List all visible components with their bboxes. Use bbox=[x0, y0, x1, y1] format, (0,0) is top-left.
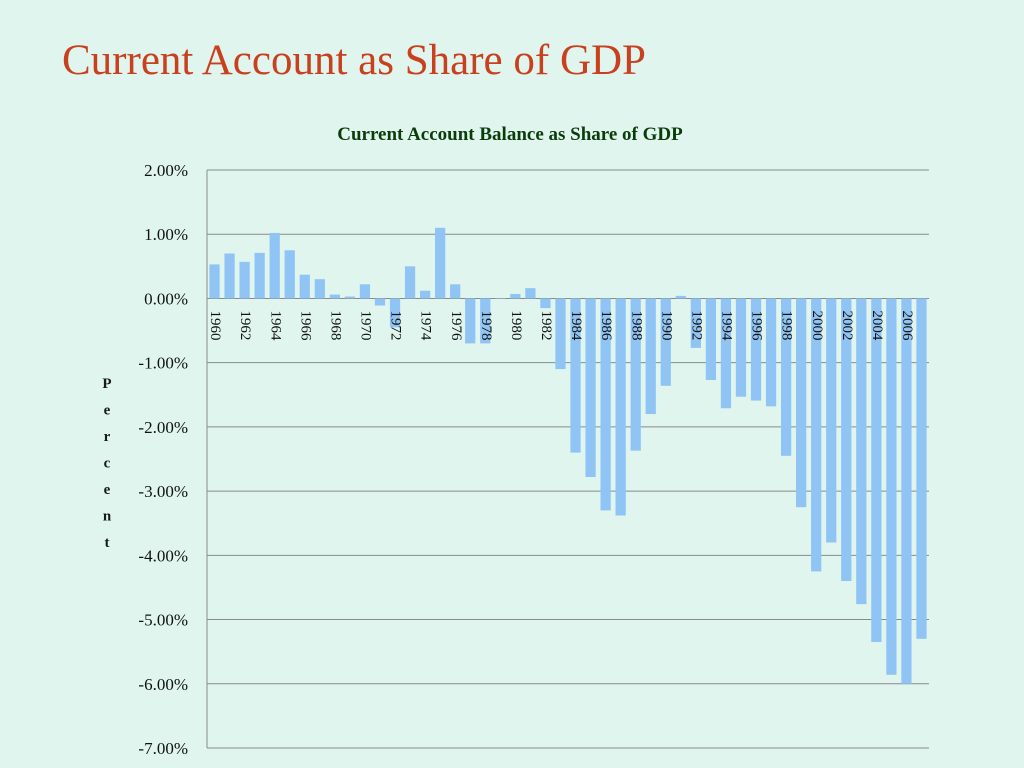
bar-1965 bbox=[284, 250, 295, 299]
x-tick-label: 1978 bbox=[478, 310, 494, 340]
bar-1981 bbox=[525, 288, 536, 299]
x-axis-tick-labels: 1960 1962 1964 1966 1968 1970 1972 1974 1976 1978… bbox=[207, 310, 915, 341]
gridlines bbox=[206, 169, 929, 749]
bar-1967 bbox=[314, 279, 325, 299]
x-tick-label: 1976 bbox=[448, 310, 464, 341]
x-tick-label: 1992 bbox=[688, 310, 704, 340]
bar-1975 bbox=[435, 227, 446, 299]
bar-2007 bbox=[916, 298, 927, 639]
bar-1976 bbox=[450, 284, 461, 299]
bar-1996 bbox=[750, 298, 762, 401]
bar-1982 bbox=[540, 298, 551, 309]
bar-2003 bbox=[856, 298, 867, 605]
y-axis-label-letter: c bbox=[104, 456, 111, 472]
bar-1966 bbox=[299, 274, 310, 299]
x-tick-label: 1982 bbox=[538, 310, 554, 340]
bar-1974 bbox=[419, 290, 431, 299]
slide-title: Current Account as Share of GDP bbox=[62, 37, 646, 84]
y-tick-label: 0.00% bbox=[144, 289, 188, 308]
bar-1977 bbox=[465, 298, 476, 344]
x-tick-label: 1994 bbox=[719, 310, 735, 341]
x-tick-label: 1960 bbox=[207, 310, 223, 340]
y-axis-label-letter: t bbox=[105, 535, 110, 551]
bar-1968 bbox=[329, 294, 340, 299]
chart-title: Current Account Balance as Share of GDP bbox=[337, 124, 683, 145]
bar-1990 bbox=[660, 298, 671, 386]
y-tick-label: -2.00% bbox=[138, 418, 188, 437]
bar-2005 bbox=[886, 298, 897, 675]
x-tick-label: 1966 bbox=[297, 310, 313, 341]
bar-1961 bbox=[224, 253, 235, 299]
x-tick-label: 1984 bbox=[568, 310, 584, 341]
bar-1970 bbox=[359, 284, 371, 299]
bar-1979 bbox=[495, 298, 506, 299]
bar-1999 bbox=[796, 298, 807, 508]
bar-1998 bbox=[780, 298, 792, 456]
bar-1986 bbox=[600, 298, 611, 511]
x-tick-label: 1986 bbox=[598, 310, 614, 341]
x-tick-label: 1972 bbox=[388, 310, 404, 340]
bar-1962 bbox=[239, 261, 250, 299]
y-axis-label-letter: e bbox=[104, 403, 111, 419]
y-axis-label-letter: n bbox=[103, 509, 112, 525]
bar-1995 bbox=[735, 298, 747, 397]
x-tick-label: 2000 bbox=[809, 310, 825, 340]
x-tick-label: 1996 bbox=[749, 310, 765, 341]
bar-1988 bbox=[630, 298, 641, 451]
bar-1984 bbox=[570, 298, 581, 453]
x-tick-label: 1990 bbox=[658, 310, 674, 340]
x-tick-label: 2002 bbox=[839, 310, 855, 340]
bar-1983 bbox=[555, 298, 566, 370]
y-tick-label: 1.00% bbox=[144, 225, 188, 244]
bar-2004 bbox=[871, 298, 882, 643]
y-tick-label: -7.00% bbox=[138, 739, 188, 758]
x-tick-label: 1962 bbox=[237, 310, 253, 340]
bar-1971 bbox=[374, 298, 386, 306]
x-tick-label: 1974 bbox=[418, 310, 434, 341]
y-tick-label: 2.00% bbox=[144, 161, 188, 180]
bar-2006 bbox=[901, 298, 912, 684]
x-tick-label: 1964 bbox=[267, 310, 283, 341]
x-tick-label: 1968 bbox=[327, 310, 343, 340]
x-tick-label: 1998 bbox=[779, 310, 795, 340]
x-tick-label: 1980 bbox=[508, 310, 524, 340]
bar-1991 bbox=[675, 295, 686, 299]
y-tick-label: -4.00% bbox=[138, 546, 188, 565]
bar-1987 bbox=[615, 298, 626, 516]
x-tick-label: 2006 bbox=[899, 310, 915, 341]
bar-2001 bbox=[826, 298, 837, 543]
bar-1978 bbox=[480, 298, 491, 344]
bar-2002 bbox=[841, 298, 852, 582]
bar-1969 bbox=[344, 296, 356, 299]
bar-1972 bbox=[389, 298, 401, 328]
bar-1994 bbox=[720, 298, 732, 409]
bar-1963 bbox=[254, 252, 265, 299]
bar-1997 bbox=[765, 298, 777, 407]
y-axis-label-letter: P bbox=[102, 376, 111, 392]
y-axis-label-letter: e bbox=[104, 482, 111, 498]
x-tick-label: 1970 bbox=[358, 310, 374, 340]
bar-1973 bbox=[404, 266, 416, 299]
bar-1989 bbox=[645, 298, 656, 415]
bar-1964 bbox=[269, 232, 280, 299]
y-tick-label: -5.00% bbox=[138, 611, 188, 630]
x-tick-label: 1988 bbox=[628, 310, 644, 340]
bar-1985 bbox=[585, 298, 596, 477]
y-axis-tick-labels: 2.00% 1.00% 0.00% -1.00% -2.00% -3.00% -4.00% -… bbox=[138, 161, 188, 758]
y-tick-label: -6.00% bbox=[138, 675, 188, 694]
bar-2000 bbox=[811, 298, 822, 572]
bars bbox=[209, 227, 927, 684]
y-axis-label-letter: r bbox=[104, 429, 111, 445]
y-tick-label: -1.00% bbox=[138, 354, 188, 373]
bar-1960 bbox=[209, 264, 220, 299]
bar-1980 bbox=[510, 293, 521, 299]
bar-1992 bbox=[690, 298, 701, 348]
x-tick-label: 2004 bbox=[869, 310, 885, 341]
y-tick-label: -3.00% bbox=[138, 482, 188, 501]
bar-1993 bbox=[705, 298, 717, 381]
